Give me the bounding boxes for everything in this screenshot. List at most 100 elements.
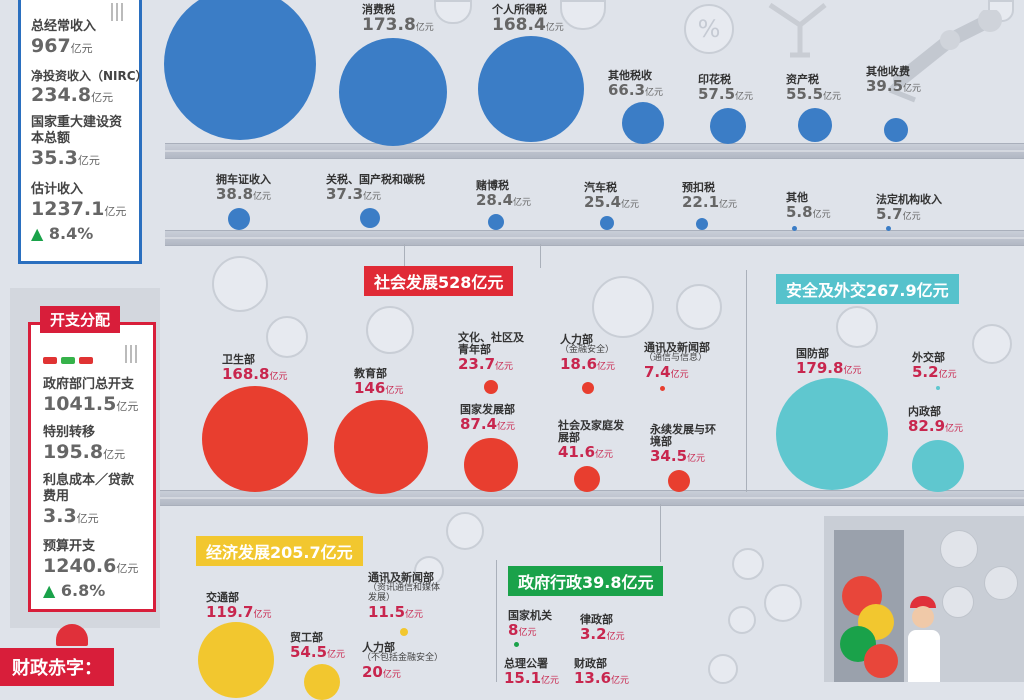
social-item-3: 人力部 （金融安全） 18.6亿元 bbox=[560, 333, 616, 373]
social-circle-3 bbox=[582, 382, 594, 394]
revenue-item-0: 消费税 173.8亿元 bbox=[362, 3, 434, 36]
revenue-label-0: 总经常收入 bbox=[31, 19, 97, 34]
sorting-machine bbox=[824, 516, 1024, 682]
revenue2-circle-3 bbox=[600, 216, 614, 230]
revenue2-item-5: 其他 5.8亿元 bbox=[786, 191, 831, 222]
security-circle-0 bbox=[776, 378, 888, 490]
up-arrow-icon: ▲ bbox=[31, 224, 44, 243]
status-lights bbox=[43, 349, 97, 368]
expense-value-1: 195.8 bbox=[43, 441, 104, 463]
revenue2-item-3: 汽车税 25.4亿元 bbox=[584, 181, 640, 212]
social-item-4: 通讯及新闻部 （通信与信息） 7.4亿元 bbox=[644, 341, 710, 381]
revenue-circle-5 bbox=[884, 118, 908, 142]
gear-icon bbox=[728, 606, 756, 634]
social-circle-4 bbox=[660, 386, 665, 391]
revenue-growth: 8.4% bbox=[48, 224, 94, 243]
key-icon bbox=[708, 654, 738, 684]
network-icon bbox=[266, 316, 308, 358]
signal-bars-icon-2 bbox=[125, 345, 139, 363]
revenue-item-4: 资产税 55.5亿元 bbox=[786, 73, 842, 104]
revenue2-circle-6 bbox=[886, 226, 891, 231]
economy-item-1: 通讯及新闻部 （资讯通信和媒体发展） 11.5亿元 bbox=[368, 571, 441, 621]
lightbulb-icon bbox=[764, 584, 802, 622]
expense-label-0: 政府部门总开支 bbox=[43, 377, 135, 392]
admin-title: 政府行政39.8亿元 bbox=[508, 566, 664, 596]
economy-item-2: 贸工部 54.5亿元 bbox=[290, 631, 346, 662]
revenue2-item-6: 法定机构收入 5.7亿元 bbox=[876, 193, 942, 224]
security-circle-1 bbox=[936, 386, 940, 390]
revenue2-circle-4 bbox=[696, 218, 708, 230]
revenue-item-2: 其他税收 66.3亿元 bbox=[608, 69, 664, 100]
revenue2-item-0: 拥车证收入 38.8亿元 bbox=[216, 173, 272, 204]
revenue2-circle-2 bbox=[488, 214, 504, 230]
deficit-label: 财政赤字： bbox=[0, 648, 114, 686]
revenue-label-2: 国家重大建设资本总额 bbox=[31, 115, 123, 146]
revenue2-circle-1 bbox=[360, 208, 380, 228]
revenue2-circle-5 bbox=[792, 226, 797, 231]
security-item-2: 内政部 82.9亿元 bbox=[908, 405, 964, 436]
building-icon bbox=[732, 548, 764, 580]
family-icon bbox=[592, 276, 654, 338]
revenue-circle-big bbox=[164, 0, 316, 140]
conveyor-rail-3 bbox=[160, 490, 1024, 506]
security-item-0: 国防部 179.8亿元 bbox=[796, 347, 862, 378]
revenue-circle-3 bbox=[710, 108, 746, 144]
social-item-0: 卫生部 168.8亿元 bbox=[222, 353, 288, 384]
social-circle-1 bbox=[334, 400, 428, 494]
signal-bars-icon bbox=[111, 3, 125, 21]
revenue-item-5: 其他收费 39.5亿元 bbox=[866, 65, 922, 96]
economy-item-3: 人力部 （不包括金融安全） 20亿元 bbox=[362, 641, 444, 681]
security-circle-2 bbox=[912, 440, 964, 492]
worker-figure bbox=[906, 596, 940, 682]
worker-icon bbox=[676, 284, 722, 330]
economy-circle-2 bbox=[304, 664, 340, 700]
robot-arm-icon bbox=[880, 8, 1020, 130]
economy-item-0: 交通部 119.7亿元 bbox=[206, 591, 272, 622]
expense-value-3: 1240.6 bbox=[43, 555, 117, 577]
social-circle-5 bbox=[464, 438, 518, 492]
revenue-item-3: 印花税 57.5亿元 bbox=[698, 73, 754, 104]
admin-item-1: 律政部 3.2亿元 bbox=[580, 613, 625, 644]
economy-circle-1 bbox=[400, 628, 408, 636]
up-arrow-icon-2: ▲ bbox=[43, 581, 56, 600]
graduation-icon bbox=[366, 306, 414, 354]
revenue-circle-0 bbox=[339, 38, 447, 146]
expense-label-2: 利息成本／贷款费用 bbox=[43, 473, 135, 504]
calculator-icon bbox=[434, 0, 472, 24]
economy-circle-0 bbox=[198, 622, 274, 698]
social-circle-6 bbox=[574, 466, 600, 492]
social-item-6: 社会及家庭发展部 41.6亿元 bbox=[558, 419, 624, 462]
shield-icon bbox=[836, 306, 878, 348]
revenue-summary-panel: 总经常收入 967亿元 净投资收入（NIRC） 234.8亿元 国家重大建设资本… bbox=[18, 0, 148, 264]
conveyor-rail-2 bbox=[165, 230, 1024, 246]
revenue2-item-4: 预扣税 22.1亿元 bbox=[682, 181, 738, 212]
revenue-value-1: 234.8 bbox=[31, 84, 92, 106]
claw-icon bbox=[760, 0, 840, 60]
revenue-circle-2 bbox=[622, 102, 664, 144]
recycle-icon bbox=[212, 256, 268, 312]
social-title: 社会发展528亿元 bbox=[364, 266, 514, 296]
admin-item-3: 财政部 13.6亿元 bbox=[574, 657, 630, 688]
economy-title: 经济发展205.7亿元 bbox=[196, 536, 363, 566]
revenue-circle-1 bbox=[478, 36, 584, 142]
security-title: 安全及外交267.9亿元 bbox=[776, 274, 959, 304]
social-circle-0 bbox=[202, 386, 308, 492]
revenue-value-0: 967 bbox=[31, 35, 71, 57]
money-bag-icon bbox=[560, 0, 606, 30]
social-item-5: 国家发展部 87.4亿元 bbox=[460, 403, 516, 434]
admin-item-0: 国家机关 8亿元 bbox=[508, 609, 552, 640]
globe-icon bbox=[972, 324, 1012, 364]
revenue2-item-1: 关税、国产税和碳税 37.3亿元 bbox=[326, 173, 425, 204]
expense-value-0: 1041.5 bbox=[43, 393, 117, 415]
revenue-value-2: 35.3 bbox=[31, 147, 78, 169]
social-circle-2 bbox=[484, 380, 498, 394]
tax-icon: % bbox=[684, 4, 734, 54]
alarm-light-icon bbox=[56, 624, 88, 646]
security-item-1: 外交部 5.2亿元 bbox=[912, 351, 957, 382]
revenue-circle-4 bbox=[798, 108, 832, 142]
wrench-icon bbox=[446, 512, 484, 550]
social-item-7: 永续发展与环境部 34.5亿元 bbox=[650, 423, 716, 466]
expense-growth: 6.8% bbox=[60, 581, 106, 600]
expense-value-2: 3.3 bbox=[43, 505, 77, 527]
revenue-label-3: 估计收入 bbox=[31, 182, 84, 197]
